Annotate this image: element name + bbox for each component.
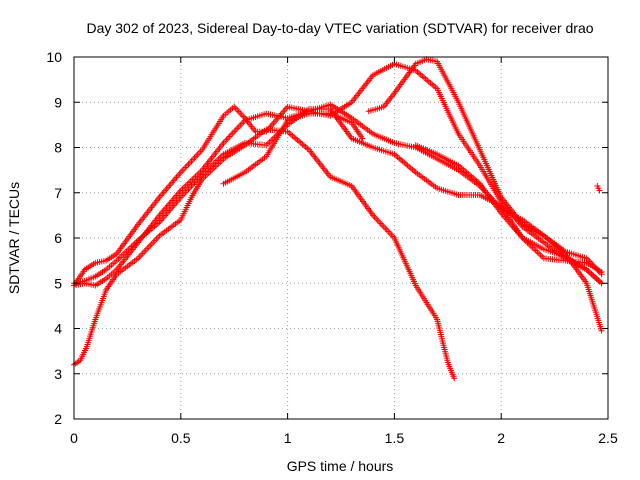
- data-point: [596, 187, 603, 194]
- series-track-b: [71, 101, 605, 289]
- data-point: [451, 375, 458, 382]
- x-axis-label: GPS time / hours: [287, 458, 394, 474]
- y-axis-label: SDTVAR / TECUs: [6, 182, 22, 294]
- data-point: [598, 268, 605, 275]
- y-tick-label: 4: [54, 321, 62, 337]
- x-tick-label: 1.5: [385, 430, 405, 446]
- y-tick-label: 7: [54, 185, 62, 201]
- series-track-c: [71, 106, 605, 287]
- data-point: [598, 327, 605, 334]
- y-tick-label: 8: [54, 140, 62, 156]
- series-track-f: [365, 56, 605, 334]
- y-tick-label: 9: [54, 94, 62, 110]
- chart-title: Day 302 of 2023, Sidereal Day-to-day VTE…: [86, 20, 593, 36]
- x-tick-label: 0: [70, 430, 78, 446]
- y-tick-label: 5: [54, 275, 62, 291]
- y-tick-label: 3: [54, 366, 62, 382]
- series-track-d: [71, 126, 458, 382]
- x-tick-label: 1: [284, 430, 292, 446]
- data-point: [359, 135, 366, 142]
- series-track-h: [594, 182, 603, 194]
- x-tick-label: 2: [497, 430, 505, 446]
- series-track-e: [220, 110, 366, 187]
- data-points: [71, 56, 605, 382]
- series-track-g: [412, 142, 605, 275]
- y-tick-label: 2: [54, 411, 62, 427]
- axis-ticks: 0 0.5 1 1.5 2 2.5 2 3 4 5 6 7 8 9 10: [46, 49, 618, 446]
- y-tick-label: 6: [54, 230, 62, 246]
- series-track-a: [71, 60, 605, 289]
- y-tick-label: 10: [46, 49, 62, 65]
- x-tick-label: 0.5: [171, 430, 191, 446]
- x-tick-label: 2.5: [598, 430, 618, 446]
